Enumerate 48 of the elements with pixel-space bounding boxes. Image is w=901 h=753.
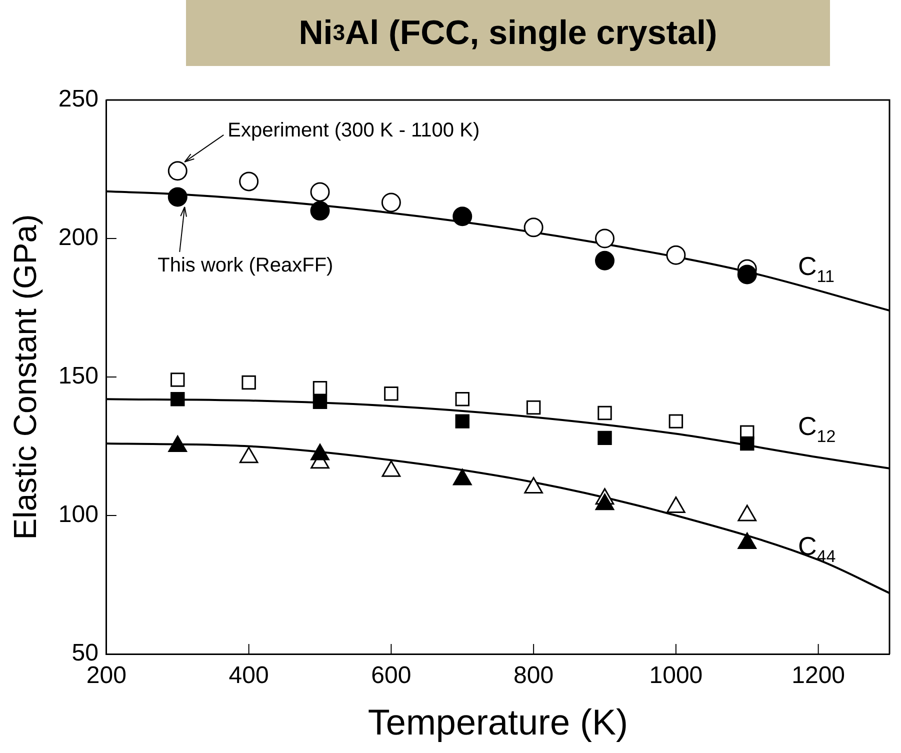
point xyxy=(595,228,614,248)
y-tick-label: 250 xyxy=(58,86,98,113)
y-tick-label: 200 xyxy=(58,224,98,252)
point xyxy=(598,406,612,420)
point xyxy=(382,460,401,477)
x-tick-label: 800 xyxy=(514,662,554,690)
point xyxy=(452,468,472,486)
point xyxy=(524,218,544,238)
point xyxy=(455,392,470,406)
point xyxy=(170,392,185,406)
point xyxy=(312,380,328,396)
point xyxy=(455,414,470,428)
point xyxy=(737,264,757,284)
x-tick-label: 600 xyxy=(371,662,412,690)
x-tick-label: 1000 xyxy=(649,662,703,690)
point xyxy=(239,446,258,464)
point xyxy=(738,532,757,549)
y-tick-label: 100 xyxy=(58,501,98,528)
point xyxy=(738,504,757,522)
point xyxy=(595,250,614,270)
point xyxy=(310,182,330,202)
point xyxy=(312,394,328,410)
point xyxy=(242,375,256,390)
y-tick-label: 150 xyxy=(58,362,98,390)
point xyxy=(598,430,612,446)
y-axis-title: Elastic Constant (GPa) xyxy=(7,214,44,540)
point xyxy=(668,414,684,428)
annotation: This work (ReaxFF) xyxy=(158,254,334,276)
point xyxy=(524,477,543,494)
point xyxy=(381,192,401,212)
point xyxy=(170,372,185,387)
point xyxy=(168,436,188,452)
point xyxy=(666,245,686,265)
point xyxy=(740,436,754,451)
point xyxy=(239,172,259,192)
point xyxy=(310,444,330,460)
point xyxy=(384,386,398,401)
x-tick-label: 1200 xyxy=(792,662,846,690)
point xyxy=(168,187,188,207)
x-axis-title: Temperature (K) xyxy=(368,701,628,742)
point xyxy=(666,496,686,513)
x-tick-label: 400 xyxy=(228,662,269,690)
point xyxy=(452,206,472,226)
point xyxy=(526,400,541,415)
point xyxy=(168,161,188,181)
annotation: Experiment (300 K - 1100 K) xyxy=(228,119,480,142)
point xyxy=(310,201,330,221)
point xyxy=(595,494,614,510)
